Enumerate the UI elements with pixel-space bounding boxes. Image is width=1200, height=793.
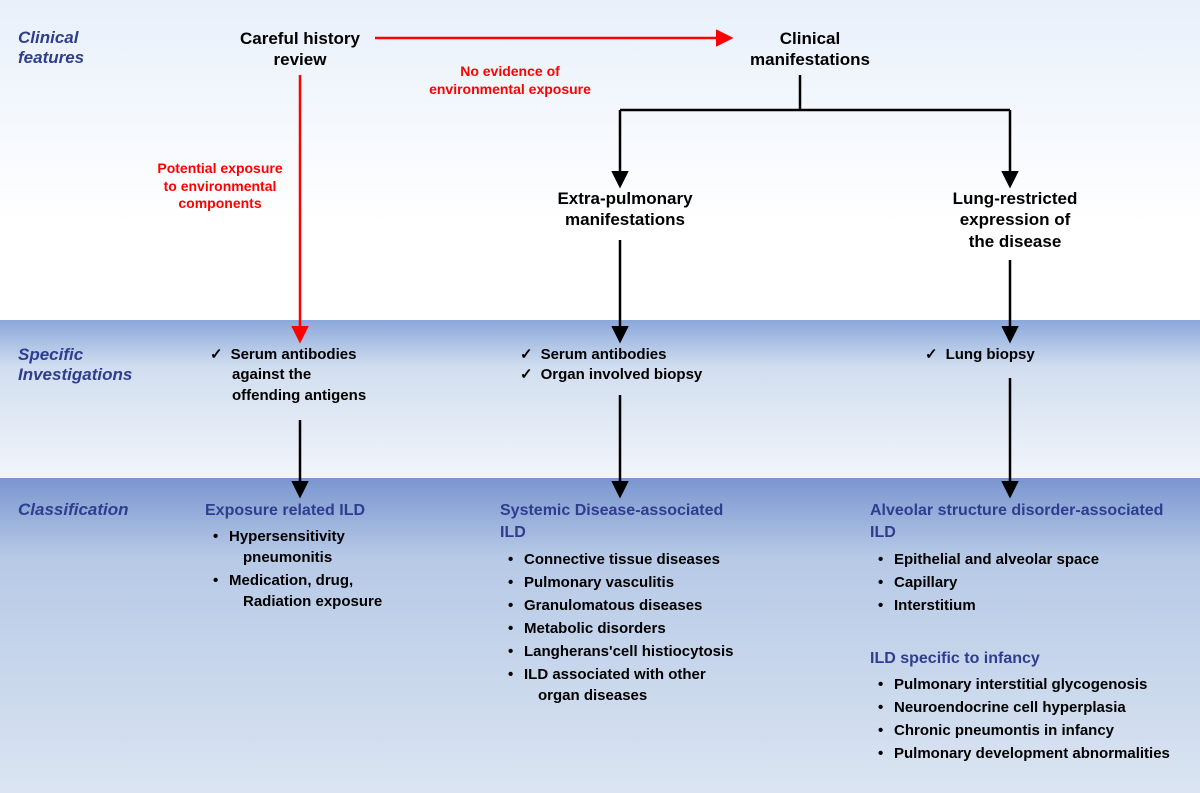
class-col1-title: Exposure related ILD	[205, 500, 475, 522]
list-item: Interstitium	[876, 595, 1190, 616]
list-item: Metabolic disorders	[506, 618, 820, 639]
label-no-evidence: No evidence ofenvironmental exposure	[410, 63, 610, 98]
invest-col1: Serum antibodies against the offending a…	[210, 345, 460, 406]
list-item: Granulomatous diseases	[506, 595, 820, 616]
class-col1-list: HypersensitivitypneumonitisMedication, d…	[205, 526, 475, 612]
list-item: Chronic pneumontis in infancy	[876, 720, 1190, 741]
invest-col2-line2: Organ involved biopsy	[520, 365, 800, 385]
list-item: Medication, drug,Radiation exposure	[211, 570, 475, 612]
invest-col1-line2: against the	[210, 365, 460, 385]
band-investigations	[0, 320, 1200, 478]
class-col2-title: Systemic Disease-associatedILD	[500, 500, 820, 545]
class-col3a-title: Alveolar structure disorder-associatedIL…	[870, 500, 1190, 545]
node-history: Careful historyreview	[230, 28, 370, 71]
row-label-classification: Classification	[18, 500, 129, 520]
invest-col2-line1: Serum antibodies	[520, 345, 800, 365]
invest-col2: Serum antibodies Organ involved biopsy	[520, 345, 800, 386]
class-col3a: Alveolar structure disorder-associatedIL…	[870, 500, 1190, 618]
class-col2-list: Connective tissue diseasesPulmonary vasc…	[500, 549, 820, 706]
class-col2: Systemic Disease-associatedILD Connectiv…	[500, 500, 820, 708]
list-item: Connective tissue diseases	[506, 549, 820, 570]
invest-col3-line1: Lung biopsy	[925, 345, 1125, 365]
list-item: Epithelial and alveolar space	[876, 549, 1190, 570]
node-lung-restricted: Lung-restrictedexpression ofthe disease	[925, 188, 1105, 252]
list-item: Capillary	[876, 572, 1190, 593]
node-manifestations: Clinicalmanifestations	[730, 28, 890, 71]
class-col3b-list: Pulmonary interstitial glycogenosisNeuro…	[870, 674, 1190, 764]
list-item: Pulmonary development abnormalities	[876, 743, 1190, 764]
list-item: Pulmonary interstitial glycogenosis	[876, 674, 1190, 695]
list-item: Neuroendocrine cell hyperplasia	[876, 697, 1190, 718]
list-item: Langherans'cell histiocytosis	[506, 641, 820, 662]
node-extra-pulmonary: Extra-pulmonarymanifestations	[540, 188, 710, 231]
class-col3b: ILD specific to infancy Pulmonary inters…	[870, 648, 1190, 766]
class-col1: Exposure related ILD Hypersensitivitypne…	[205, 500, 475, 614]
row-label-clinical: Clinicalfeatures	[18, 28, 84, 69]
class-col3a-list: Epithelial and alveolar spaceCapillaryIn…	[870, 549, 1190, 616]
invest-col3: Lung biopsy	[925, 345, 1125, 365]
invest-col1-line3: offending antigens	[210, 386, 460, 406]
list-item: Hypersensitivitypneumonitis	[211, 526, 475, 568]
label-potential-exposure: Potential exposureto environmentalcompon…	[140, 160, 300, 213]
list-item: Pulmonary vasculitis	[506, 572, 820, 593]
list-item: ILD associated with otherorgan diseases	[506, 664, 820, 706]
row-label-investigations: SpecificInvestigations	[18, 345, 132, 386]
class-col3b-title: ILD specific to infancy	[870, 648, 1190, 670]
invest-col1-line1: Serum antibodies	[210, 345, 460, 365]
